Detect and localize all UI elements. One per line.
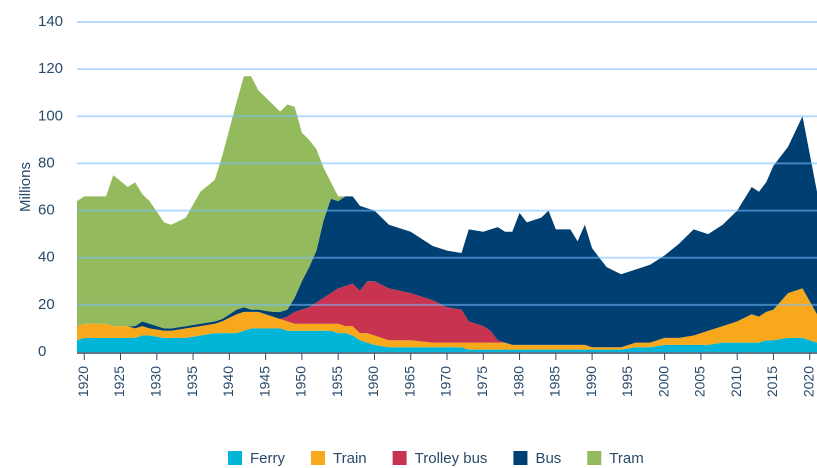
x-tick-label: 2010 — [728, 366, 744, 397]
x-tick-label: 1935 — [184, 366, 200, 397]
y-tick-label: 20 — [38, 296, 55, 313]
y-tick-label: 0 — [38, 343, 46, 360]
x-tick-label: 1980 — [510, 366, 526, 397]
area — [77, 328, 817, 352]
x-tick-label: 2005 — [692, 366, 708, 397]
y-tick-label: 80 — [38, 154, 55, 171]
legend-label: Tram — [609, 450, 643, 467]
y-tick-label: 60 — [38, 202, 55, 219]
x-tick-label: 2000 — [655, 366, 671, 397]
x-tick-label: 1985 — [547, 366, 563, 397]
x-tick-label: 1995 — [619, 366, 635, 397]
x-tick-label: 1940 — [220, 366, 236, 397]
legend-swatch — [228, 451, 242, 465]
y-axis-label: Millions — [17, 162, 34, 212]
legend-swatch — [392, 451, 407, 465]
x-tick-label: 1955 — [329, 366, 345, 397]
x-tick-label: 1960 — [365, 366, 381, 397]
x-tick-label: 1970 — [438, 366, 454, 397]
y-tick-label: 120 — [38, 60, 63, 77]
x-tick-label: 2015 — [764, 366, 780, 397]
y-tick-label: 100 — [38, 107, 63, 124]
area — [77, 281, 817, 348]
legend-label: Ferry — [250, 450, 285, 467]
x-tick-label: 1930 — [148, 366, 164, 397]
legend-swatch — [587, 451, 602, 465]
x-tick-label: 1925 — [111, 366, 127, 397]
x-tick-label: 1965 — [401, 366, 417, 397]
x-tick-label: 1950 — [293, 366, 309, 397]
x-tick-label: 1975 — [474, 366, 490, 397]
x-tick-label: 1945 — [256, 366, 272, 397]
x-tick-label: 1920 — [75, 366, 91, 397]
legend-label: Trolley bus — [415, 450, 488, 467]
legend: Ferry Train Trolley bus Bus Tram — [228, 450, 644, 467]
legend-swatch — [513, 451, 528, 465]
y-tick-label: 140 — [38, 13, 63, 30]
x-tick-label: 1990 — [583, 366, 599, 397]
legend-label: Train — [333, 450, 367, 467]
y-tick-label: 40 — [38, 249, 55, 266]
legend-label: Bus — [535, 450, 561, 467]
area — [77, 116, 817, 348]
x-tick-label: 2020 — [800, 366, 816, 397]
legend-swatch — [311, 451, 325, 465]
area — [77, 76, 817, 329]
